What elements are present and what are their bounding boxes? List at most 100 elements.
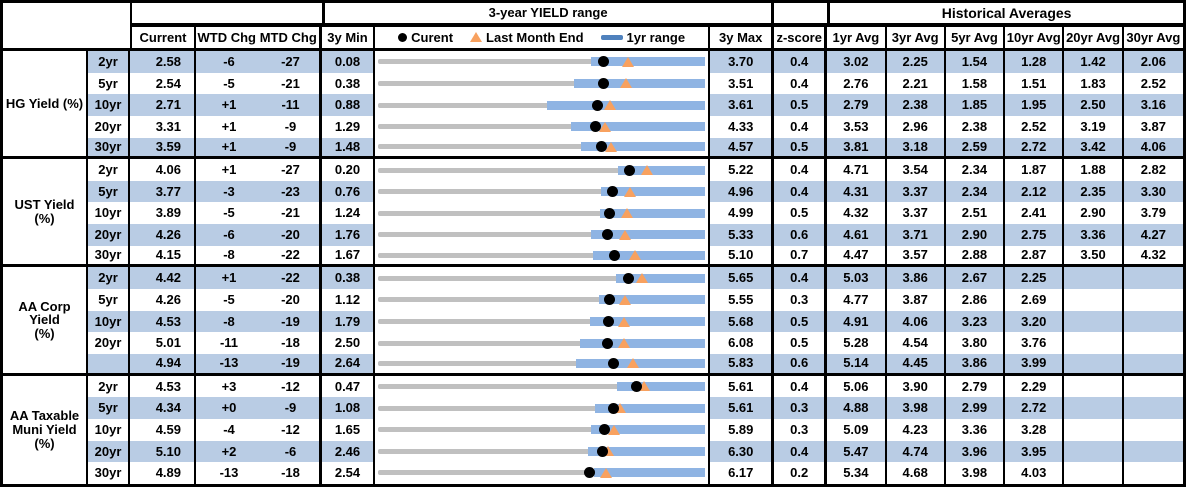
mtd-chg-cell: -23	[262, 180, 322, 203]
yield-range-chart	[375, 245, 711, 268]
wtd-chg-cell: -5	[223, 75, 235, 91]
mtd-chg-cell: -19	[262, 353, 322, 376]
3y-range-track	[378, 383, 705, 389]
hist-avg-cell	[1124, 376, 1183, 398]
3y-max-cell: 5.10	[710, 245, 775, 268]
tenor-cell: 30yr	[88, 245, 130, 268]
hist-avg-cell: 3.37	[887, 202, 946, 225]
hist-avg-cell: 2.86	[946, 289, 1006, 311]
mtd-chg-cell: -6	[262, 440, 322, 463]
yield-range-chart	[375, 310, 711, 333]
3y-min-cell: 0.76	[322, 180, 375, 203]
yield-range-chart	[375, 159, 711, 181]
current-marker	[602, 316, 614, 327]
yield-range-chart	[375, 418, 711, 441]
3y-range-track	[378, 252, 705, 258]
last-month-end-marker	[640, 165, 653, 176]
tenor-cell: 10yr	[88, 94, 130, 116]
hist-avg-cell: 2.99	[945, 397, 1006, 419]
hist-avg-cell: 2.21	[887, 72, 946, 95]
last-month-end-marker	[604, 100, 617, 111]
3y-min-cell: 1.24	[322, 202, 375, 225]
hist-avg-cell: 2.34	[946, 159, 1006, 181]
last-month-end-marker	[608, 424, 620, 435]
hist-avg-cell: 3.50	[1064, 245, 1124, 268]
hist-avg-cell: 1.83	[1064, 72, 1124, 95]
hist-avg-cell: 2.34	[945, 180, 1006, 203]
last-month-end-marker	[617, 338, 630, 349]
hist-avg-cell: 3.90	[887, 375, 946, 398]
hist-avg-cell: 2.06	[1123, 51, 1183, 73]
hist-avg-cell: 2.72	[1005, 397, 1065, 419]
hist-avg-cell: 3.87	[887, 289, 946, 311]
mtd-chg-cell: -18	[262, 462, 322, 484]
yield-range-chart	[375, 180, 711, 203]
last-month-end-marker	[621, 208, 634, 219]
1yr-range-bar	[581, 142, 705, 152]
hist-avg-cell: 2.51	[946, 202, 1006, 225]
hist-avg-cell: 4.23	[887, 418, 946, 441]
current-value-cell: 4.26	[130, 224, 196, 246]
tenor-cell: 5yr	[88, 397, 130, 419]
wtd-chg-cell: +1	[196, 94, 262, 116]
z-score-cell: 0.2	[774, 462, 828, 484]
wtd-chg-cell: -5	[223, 205, 235, 221]
wtd-chg-cell: -3	[196, 180, 262, 203]
col-header-10yr-avg: 10yr Avg	[1005, 25, 1065, 51]
group-label: AA Corp Yield (%)	[3, 267, 88, 376]
3y-range-track	[378, 340, 705, 346]
hist-avg-cell: 3.19	[1064, 115, 1124, 138]
current-marker	[599, 424, 611, 436]
hist-avg-cell: 3.86	[945, 353, 1006, 376]
current-value-cell: 2.58	[130, 51, 196, 73]
current-marker	[623, 272, 635, 284]
hist-avg-cell: 4.68	[887, 462, 946, 484]
hist-avg-cell: 2.41	[1005, 202, 1065, 225]
mtd-chg-cell: -27	[262, 51, 322, 73]
3y-max-cell: 5.83	[710, 353, 775, 376]
hist-avg-cell: 3.23	[945, 310, 1006, 333]
hist-avg-cell: 5.28	[827, 332, 887, 354]
hist-avg-cell: 2.25	[886, 51, 946, 73]
hist-avg-cell: 2.82	[1140, 162, 1166, 178]
yield-range-chart	[375, 51, 711, 73]
current-value-cell: 3.31	[130, 115, 196, 138]
z-score-cell: 0.5	[774, 310, 828, 333]
hist-avg-cell: 4.54	[887, 332, 946, 354]
3y-range-track	[378, 427, 705, 433]
hist-avg-cell: 2.29	[1005, 375, 1065, 398]
last-month-end-marker	[636, 273, 649, 284]
1yr-range-bar	[599, 295, 705, 305]
current-marker	[598, 77, 610, 89]
hist-avg-cell: 5.47	[827, 440, 887, 463]
current-value-cell: 4.26	[130, 289, 196, 311]
current-value-cell: 3.77	[130, 180, 196, 203]
col-header-3y-min: 3y Min	[322, 25, 375, 51]
hist-avg-cell: 3.53	[827, 115, 887, 138]
3y-max-cell: 6.30	[710, 440, 775, 463]
tenor-cell: 10yr	[88, 202, 130, 225]
hist-avg-cell	[1064, 310, 1124, 333]
yield-range-chart	[375, 332, 711, 354]
3y-max-cell: 5.55	[710, 289, 775, 311]
hist-avg-cell: 2.88	[945, 245, 1006, 268]
current-marker	[591, 99, 603, 111]
hist-avg-cell	[1123, 353, 1183, 376]
hist-avg-cell: 1.28	[1005, 51, 1065, 73]
wtd-chg-cell: -8	[196, 310, 262, 333]
hist-avg-cell: 2.52	[1140, 75, 1166, 91]
z-score-cell: 0.5	[774, 94, 828, 116]
current-marker	[601, 229, 613, 241]
tenor-cell	[88, 353, 130, 376]
hist-avg-cell	[1123, 397, 1183, 419]
1yr-range-bar	[570, 122, 705, 132]
hist-avg-cell: 4.32	[1123, 246, 1183, 268]
z-score-cell: 0.5	[774, 202, 828, 225]
hist-avg-cell: 5.03	[827, 267, 887, 290]
1yr-range-bar	[593, 250, 705, 260]
last-month-end-marker	[637, 381, 650, 392]
1yr-range-bar	[590, 425, 705, 435]
wtd-chg-cell: -13	[219, 465, 239, 481]
z-score-cell: 0.5	[774, 332, 828, 354]
current-marker	[607, 402, 619, 414]
